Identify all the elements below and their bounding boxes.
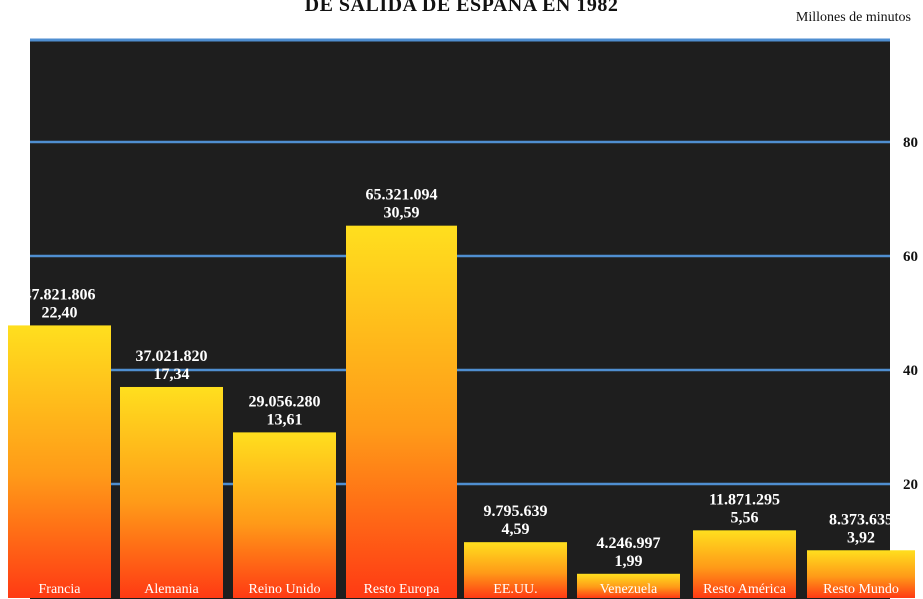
category-label: Resto América [703,582,787,597]
category-label: Resto Mundo [823,582,899,597]
value-label: 29.056.280 [249,393,321,410]
percent-label: 5,56 [731,509,759,526]
bar [8,325,111,598]
gridlines [30,140,890,486]
value-label: 9.795.639 [484,503,548,520]
y-tick-label: 40 [903,363,918,379]
category-label: Venezuela [600,582,658,597]
bar [807,550,915,598]
percent-label: 3,92 [847,529,875,546]
percent-label: 1,99 [615,553,643,570]
percent-label: 30,59 [384,205,420,222]
percent-label: 22,40 [42,304,78,321]
percent-label: 13,61 [267,411,303,428]
percent-label: 4,59 [502,521,530,538]
bar [233,432,336,598]
chart-title: DE SALIDA DE ESPAÑA EN 1982 [304,0,619,16]
category-label: Francia [39,582,82,597]
value-label: 65.321.094 [366,187,438,204]
value-label: 4.246.997 [597,535,661,552]
value-label: 11.871.295 [709,491,780,508]
bar [120,386,223,598]
bars [8,225,915,598]
category-label: EE.UU. [493,582,537,597]
y-tick-label: 20 [903,477,918,493]
unit-label: Millones de minutos [795,10,911,25]
value-label: 37.021.820 [136,348,208,365]
y-tick-labels: 20 40 60 80 [903,135,918,493]
y-tick-label: 80 [903,135,918,151]
bar [693,530,796,598]
value-label: 47.821.806 [24,286,96,303]
bar [577,573,680,598]
percent-label: 17,34 [154,366,190,383]
bar [464,542,567,598]
y-tick-label: 60 [903,249,918,265]
category-label: Resto Europa [364,582,441,597]
category-label: Alemania [144,582,199,597]
bar [346,225,457,598]
value-label: 8.373.635 [829,511,893,528]
category-label: Reino Unido [249,582,321,597]
